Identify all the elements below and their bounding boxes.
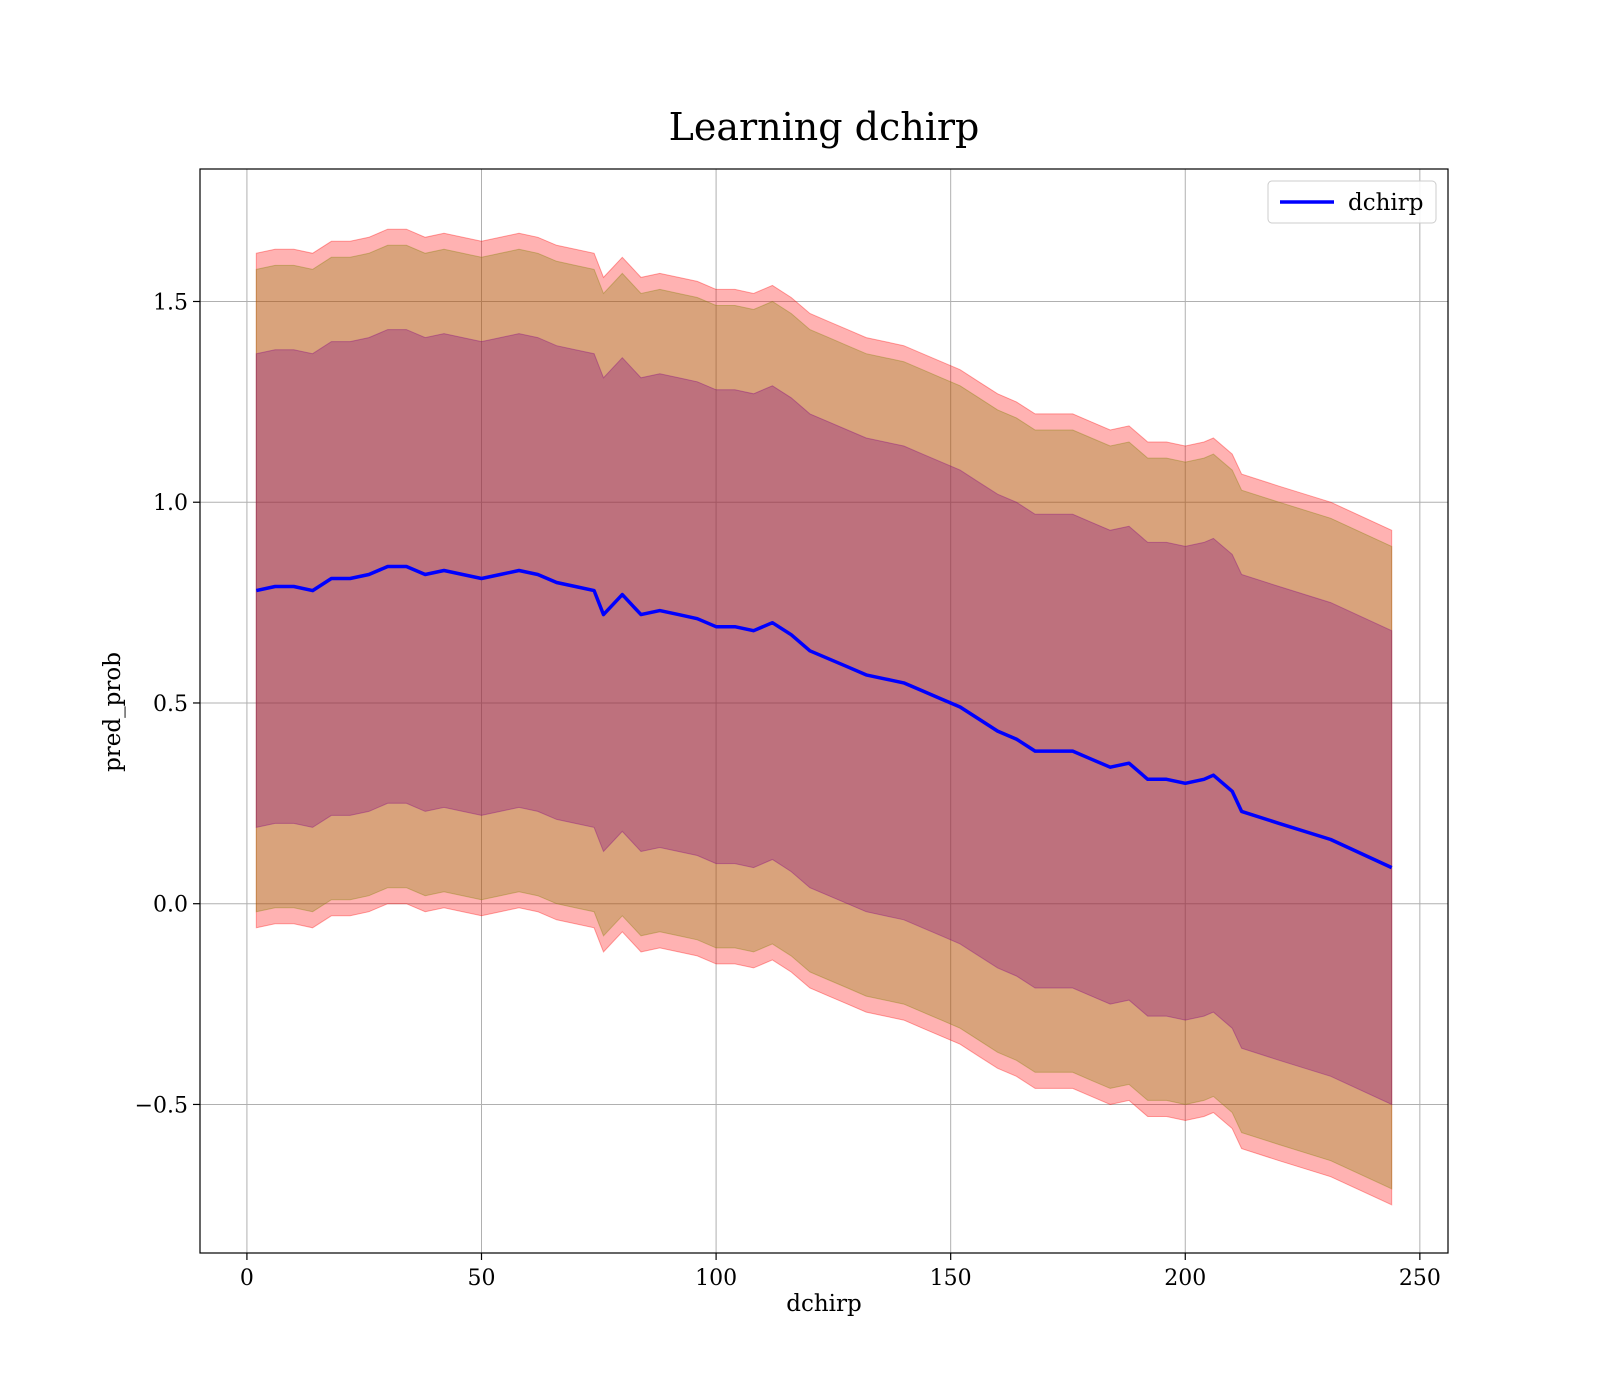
y-axis-ticks: −0.5 0.0 0.5 1.0 1.5 <box>135 290 200 1118</box>
series-lines <box>255 564 1393 870</box>
y-tick-label: 1.0 <box>153 491 188 516</box>
x-axis-ticks: 0 50 100 150 200 250 <box>240 1253 1441 1291</box>
band-0 <box>255 228 1393 1206</box>
band-1 <box>255 244 1393 1190</box>
x-tick-label: 250 <box>1399 1266 1441 1291</box>
series-line-dchirp <box>255 564 1393 870</box>
plot-frame <box>199 168 1449 1254</box>
legend-label-dchirp: dchirp <box>1348 190 1424 216</box>
x-axis-label: dchirp <box>786 1291 862 1317</box>
legend: dchirp <box>1267 180 1437 224</box>
x-tick-label: 100 <box>695 1266 737 1291</box>
y-tick-label: −0.5 <box>135 1093 188 1118</box>
x-tick-label: 150 <box>930 1266 972 1291</box>
legend-box <box>1267 180 1437 224</box>
band-2 <box>255 329 1393 1106</box>
y-axis-label: pred_prob <box>100 652 126 772</box>
x-tick-label: 0 <box>240 1266 254 1291</box>
y-tick-label: 1.5 <box>153 290 188 315</box>
x-tick-label: 200 <box>1164 1266 1206 1291</box>
grid <box>200 169 1448 1253</box>
y-tick-label: 0.5 <box>153 692 188 717</box>
confidence-bands <box>255 228 1393 1206</box>
y-tick-label: 0.0 <box>153 893 188 918</box>
chart-title: Learning dchirp <box>669 105 980 149</box>
x-tick-label: 50 <box>468 1266 496 1291</box>
